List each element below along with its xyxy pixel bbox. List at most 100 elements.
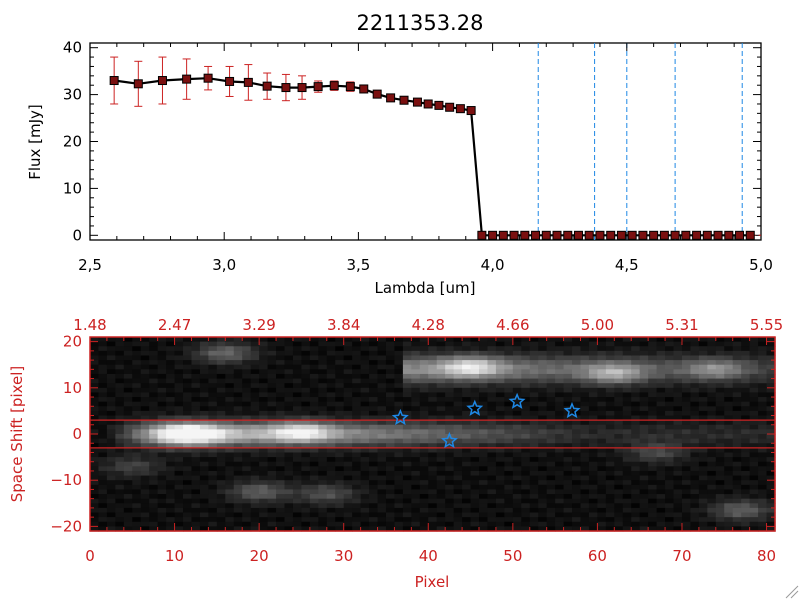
heatmap-cell bbox=[149, 383, 159, 389]
heatmap-cell bbox=[301, 521, 311, 527]
heatmap-cell bbox=[284, 447, 294, 454]
heatmap-cell bbox=[90, 452, 100, 458]
heatmap-cell bbox=[284, 369, 294, 375]
heatmap-cell bbox=[352, 337, 362, 343]
heatmap-cell bbox=[580, 498, 590, 504]
heatmap-cell bbox=[445, 397, 455, 403]
heatmap-cell bbox=[242, 406, 252, 412]
heatmap-cell bbox=[360, 489, 370, 495]
heatmap-cell bbox=[665, 447, 675, 454]
heatmap-cell bbox=[639, 410, 649, 417]
heatmap-cell bbox=[369, 424, 379, 430]
heatmap-cell bbox=[385, 470, 396, 477]
heatmap-cell bbox=[166, 415, 176, 421]
heatmap-cell bbox=[512, 484, 522, 491]
heatmap-cell bbox=[681, 406, 692, 412]
heatmap-cell bbox=[504, 503, 514, 509]
heatmap-cell bbox=[157, 507, 167, 514]
heatmap-cell bbox=[301, 383, 311, 389]
heatmap-cell bbox=[208, 480, 218, 486]
heatmap-cell bbox=[631, 397, 641, 403]
heatmap-cell bbox=[673, 424, 683, 430]
heatmap-cell bbox=[98, 434, 108, 440]
heatmap-cell bbox=[538, 410, 548, 417]
heatmap-cell bbox=[369, 364, 379, 370]
heatmap-cell bbox=[301, 526, 311, 532]
heatmap-cell bbox=[436, 410, 446, 417]
heatmap-cell bbox=[225, 364, 235, 370]
heatmap-cell bbox=[479, 461, 489, 467]
heatmap-cell bbox=[208, 429, 218, 435]
heatmap-cell bbox=[428, 484, 438, 491]
x-tick-label: 50 bbox=[503, 547, 522, 565]
heatmap-cell bbox=[504, 364, 514, 370]
heatmap-cell bbox=[665, 489, 675, 495]
star-marker bbox=[563, 401, 581, 419]
heatmap-cell bbox=[758, 424, 768, 430]
heatmap-cell bbox=[369, 461, 379, 467]
heatmap-cell bbox=[360, 447, 370, 454]
heatmap-cell bbox=[183, 373, 193, 380]
heatmap-cell bbox=[242, 360, 252, 366]
heatmap-cell bbox=[90, 350, 100, 357]
heatmap-cell bbox=[681, 470, 692, 477]
heatmap-cell bbox=[123, 526, 133, 532]
heatmap-cell bbox=[648, 521, 658, 527]
heatmap-cell bbox=[504, 410, 514, 417]
heatmap-cell bbox=[284, 526, 294, 532]
heatmap-cell bbox=[166, 521, 176, 527]
heatmap-cell bbox=[546, 392, 556, 398]
heatmap-cell bbox=[732, 457, 742, 463]
heatmap-cell bbox=[385, 494, 396, 500]
heatmap-cell bbox=[352, 392, 362, 398]
heatmap-cell bbox=[512, 498, 522, 504]
heatmap-cell bbox=[259, 406, 269, 412]
heatmap-cell bbox=[326, 415, 336, 421]
heatmap-cell bbox=[639, 461, 649, 467]
heatmap-cell bbox=[741, 447, 751, 454]
heatmap-cell bbox=[479, 378, 489, 384]
heatmap-cell bbox=[301, 507, 311, 514]
heatmap-cell bbox=[487, 401, 497, 407]
heatmap-cell bbox=[639, 475, 649, 481]
heatmap-cell bbox=[267, 387, 277, 394]
heatmap-cell bbox=[741, 378, 751, 384]
heatmap-cell bbox=[698, 415, 708, 421]
heatmap-cell bbox=[343, 526, 353, 532]
heatmap-cell bbox=[631, 475, 641, 481]
heatmap-cell bbox=[157, 420, 167, 426]
heatmap-cell bbox=[758, 355, 768, 361]
heatmap-cell bbox=[495, 387, 505, 394]
heatmap-cell bbox=[622, 373, 632, 380]
heatmap-cell bbox=[436, 337, 446, 343]
heatmap-cell bbox=[166, 397, 176, 403]
heatmap-cell bbox=[225, 475, 235, 481]
heatmap-cell bbox=[242, 470, 252, 477]
heatmap-cell bbox=[309, 466, 319, 472]
heatmap-cell bbox=[487, 360, 497, 366]
heatmap-cell bbox=[656, 475, 666, 481]
heatmap-cell bbox=[597, 466, 607, 472]
heatmap-cell bbox=[369, 387, 379, 394]
heatmap-cell bbox=[665, 383, 675, 389]
heatmap-cell bbox=[622, 355, 632, 361]
flux-point bbox=[541, 230, 551, 240]
heatmap-cell bbox=[199, 392, 209, 398]
heatmap-cell bbox=[741, 429, 751, 435]
heatmap-cell bbox=[555, 447, 565, 454]
heatmap-cell bbox=[698, 406, 708, 412]
heatmap-cell bbox=[487, 517, 497, 523]
heatmap-cell bbox=[352, 512, 362, 518]
heatmap-cell bbox=[157, 410, 167, 417]
heatmap-cell bbox=[267, 466, 277, 472]
heatmap-cell bbox=[352, 369, 362, 375]
heatmap-cell bbox=[208, 526, 218, 532]
heatmap-cell bbox=[648, 387, 658, 394]
heatmap-cell bbox=[259, 507, 269, 514]
heatmap-cell bbox=[242, 494, 252, 500]
heatmap-cell bbox=[157, 434, 167, 440]
heatmap-cell bbox=[335, 341, 345, 347]
heatmap-cell bbox=[529, 350, 539, 357]
heatmap-cell bbox=[555, 410, 565, 417]
heatmap-cell bbox=[766, 457, 776, 463]
